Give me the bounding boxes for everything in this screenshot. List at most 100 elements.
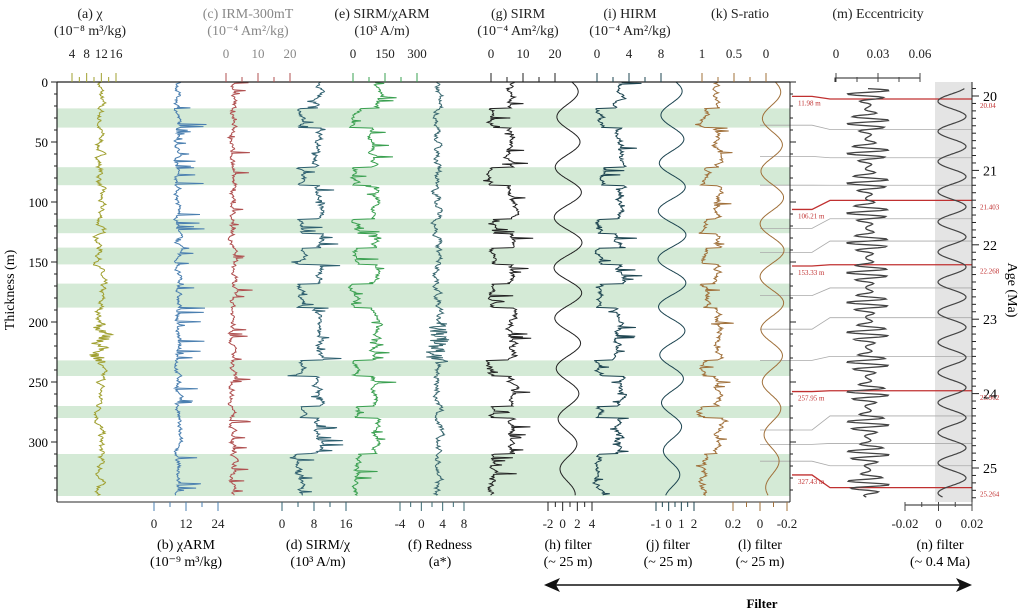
panel-title-h: (h) filter [544, 538, 591, 553]
panel-tick-label-l: 0.2 [725, 516, 741, 531]
tie-line [792, 264, 972, 267]
correlation-line [760, 156, 972, 159]
correlation-lines: 11.98 m 20.04 106.21 m 21.403 153.33 m 22.268… [760, 95, 1000, 499]
panel-tick-label-d: 8 [311, 516, 318, 531]
panel-tick-label-c: 10 [252, 46, 265, 61]
y-tick-label: 150 [29, 255, 49, 270]
panel-tick-label-j: 1 [678, 516, 685, 531]
tie-depth-label: 327.43 m [798, 478, 825, 486]
panel-tick-label-m: 0 [833, 46, 840, 61]
arrow-right-icon [956, 578, 972, 592]
curve-a [89, 81, 115, 496]
panel-tick-label-b: 24 [212, 516, 226, 531]
panel-tick-label-a: 4 [69, 46, 76, 61]
panel-title-d: (d) SIRM/χ [286, 538, 351, 553]
panel-tick-label-m: 0.06 [909, 46, 932, 61]
correlation-line [760, 415, 972, 431]
panel-tick-label-c: 0 [223, 46, 230, 61]
filter-arrow: Filter [544, 578, 972, 611]
panel-unit-d: (10³ A/m) [290, 555, 345, 570]
y-axis-label: Thickness (m) [3, 249, 18, 330]
y-tick-label: 200 [29, 315, 49, 330]
panel-tick-label-a: 8 [83, 46, 90, 61]
tie-depth-label: 11.98 m [798, 99, 821, 107]
panel-tick-label-k: 0.5 [726, 46, 742, 61]
highlight-band [57, 218, 790, 234]
panel-title-f: (f) Redness [408, 538, 472, 553]
panel-tick-label-a: 12 [95, 46, 108, 61]
panel-tick-label-l: -0.2 [777, 516, 798, 531]
panel-unit-h: (~ 25 m) [544, 555, 593, 570]
curve-c [226, 81, 253, 496]
tie-depth-label: 153.33 m [798, 269, 825, 277]
panel-tick-label-h: 2 [574, 516, 581, 531]
panel-title-e: (e) SIRM/χARM [334, 7, 430, 22]
curve-g [483, 81, 534, 496]
panel-unit-b: (10⁻⁹ m³/kg) [150, 555, 222, 570]
filter-n-background [935, 82, 972, 502]
arrow-left-icon [544, 578, 560, 592]
y-tick-label: 300 [29, 435, 49, 450]
panel-tick-label-j: 0 [665, 516, 672, 531]
panel-tick-label-n: 0.02 [961, 516, 984, 531]
panel-unit-n: (~ 0.4 Ma) [910, 555, 970, 570]
highlight-band [57, 360, 790, 376]
panel-unit-f: (a*) [429, 555, 452, 570]
correlation-line [760, 240, 972, 253]
tie-line [792, 474, 972, 489]
age-tick-label: 24 [983, 388, 997, 403]
panel-tick-label-b: 0 [151, 516, 158, 531]
panel-title-m: (m) Eccentricity [832, 7, 923, 22]
right-axis-label: Age (Ma) [1004, 263, 1019, 318]
panel-unit-i: (10⁻⁴ Am²/kg) [589, 24, 671, 39]
tie-line [792, 390, 972, 393]
y-tick-label: 100 [29, 195, 49, 210]
panel-tick-label-i: 0 [594, 46, 601, 61]
correlation-line [760, 218, 972, 229]
tie-line [792, 95, 972, 100]
panel-tick-label-e: 150 [375, 46, 395, 61]
panel-title-b: (b) χARM [157, 538, 215, 553]
panel-tick-label-n: 0 [935, 516, 942, 531]
correlation-line [760, 317, 972, 330]
panel-title-i: (i) HIRM [603, 7, 657, 22]
correlation-line [760, 460, 972, 467]
panel-tick-label-e: 300 [407, 46, 427, 61]
data-curves [89, 81, 967, 498]
highlight-band [57, 406, 790, 418]
curve-e [347, 81, 397, 496]
y-tick-label: 50 [35, 135, 48, 150]
correlation-line [760, 443, 972, 445]
panel-unit-l: (~ 25 m) [736, 555, 785, 570]
age-tick-label: 25 [983, 462, 997, 477]
panel-tick-label-g: 10 [517, 46, 530, 61]
panel-tick-label-c: 20 [284, 46, 297, 61]
curve-m [846, 87, 890, 498]
panel-unit-a: (10⁻⁸ m³/kg) [54, 24, 126, 39]
panel-tick-label-j: 2 [691, 516, 698, 531]
panel-tick-label-e: 0 [350, 46, 357, 61]
curve-h [553, 81, 583, 496]
panel-title-j: (j) filter [646, 538, 690, 553]
panel-tick-label-h: 4 [589, 516, 596, 531]
panel-title-c: (c) IRM-300mT [203, 7, 294, 22]
panel-tick-label-g: 0 [488, 46, 495, 61]
panel-title-k: (k) S-ratio [711, 7, 769, 22]
tie-age-label: 23.962 [980, 394, 1000, 402]
panel-title-g: (g) SIRM [491, 7, 546, 22]
panel-tick-label-i: 8 [658, 46, 665, 61]
panel-tick-label-j: -1 [651, 516, 662, 531]
correlation-line [760, 287, 972, 296]
curve-n [937, 88, 967, 498]
age-tick-label: 20 [983, 90, 997, 105]
tie-depth-label: 257.95 m [798, 395, 825, 403]
panel-tick-label-a: 16 [110, 46, 124, 61]
panel-tick-label-m: 0.03 [867, 46, 890, 61]
panel-unit-j: (~ 25 m) [644, 555, 693, 570]
age-tick-label: 21 [983, 164, 997, 179]
panel-tick-label-d: 16 [340, 516, 354, 531]
panel-unit-g: (10⁻⁴ Am²/kg) [477, 24, 559, 39]
tie-age-label: 20.04 [980, 102, 996, 110]
tie-age-label: 21.403 [980, 203, 1000, 211]
